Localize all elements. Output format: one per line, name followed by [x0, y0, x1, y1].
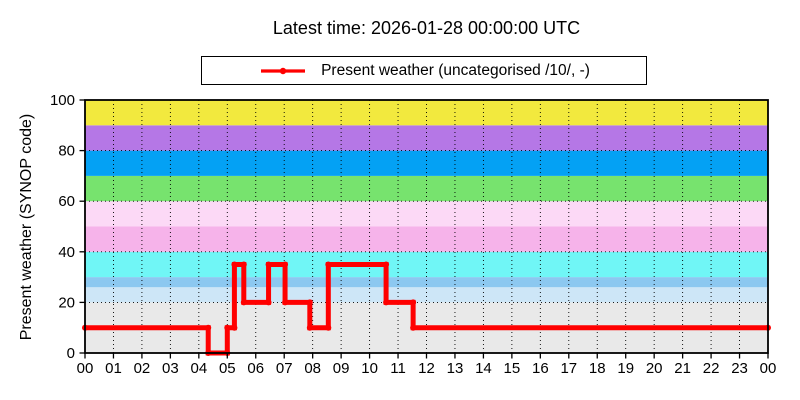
band-26-30 — [85, 277, 768, 288]
series-marker — [265, 261, 272, 268]
x-tick-label: 11 — [390, 360, 406, 377]
series-marker — [231, 324, 238, 331]
band-40-50 — [85, 226, 768, 252]
x-tick-label: 05 — [219, 360, 236, 377]
series-marker — [224, 324, 231, 331]
legend: Present weather (uncategorised /10/, -) — [201, 56, 647, 85]
legend-line-sample — [261, 67, 306, 74]
y-tick-label: 60 — [58, 193, 75, 210]
series-marker — [205, 324, 212, 331]
x-tick-label: 01 — [105, 360, 122, 377]
series-marker — [410, 324, 417, 331]
series-marker — [231, 261, 238, 268]
series-marker — [282, 299, 289, 306]
band-70-80 — [85, 150, 768, 176]
x-tick-label: 16 — [532, 360, 549, 377]
series-marker — [410, 299, 417, 306]
x-tick-label: 02 — [134, 360, 151, 377]
series-marker — [240, 299, 247, 306]
y-tick-label: 80 — [58, 143, 75, 160]
x-tick-label: 00 — [760, 360, 777, 377]
x-tick-label: 04 — [190, 360, 207, 377]
series-line — [85, 261, 768, 356]
x-tick-label: 19 — [617, 360, 634, 377]
x-tick-label: 17 — [560, 360, 577, 377]
x-tick-label: 20 — [646, 360, 663, 377]
x-tick-label: 18 — [589, 360, 606, 377]
band-50-60 — [85, 201, 768, 227]
x-tick-label: 08 — [304, 360, 321, 377]
y-tick-label: 40 — [58, 244, 75, 261]
series-marker — [265, 299, 272, 306]
series-marker — [240, 261, 247, 268]
y-tick-label: 20 — [58, 294, 75, 311]
x-tick-label: 10 — [361, 360, 378, 377]
x-tick-label: 00 — [77, 360, 94, 377]
band-80-90 — [85, 125, 768, 151]
x-tick-label: 13 — [447, 360, 464, 377]
series-marker — [383, 299, 390, 306]
legend-label: Present weather (uncategorised /10/, -) — [321, 61, 590, 79]
x-tick-label: 14 — [475, 360, 492, 377]
y-tick-label: 0 — [67, 345, 75, 362]
x-tick-label: 07 — [276, 360, 293, 377]
series-marker — [325, 324, 332, 331]
x-tick-label: 21 — [674, 360, 691, 377]
x-tick-label: 15 — [504, 360, 521, 377]
series-marker — [306, 299, 313, 306]
x-tick-label: 12 — [418, 360, 435, 377]
x-tick-label: 22 — [703, 360, 720, 377]
x-tick-label: 23 — [731, 360, 748, 377]
series-marker — [383, 261, 390, 268]
x-tick-label: 06 — [247, 360, 264, 377]
x-tick-label: 03 — [162, 360, 179, 377]
series-marker — [306, 324, 313, 331]
chart-title: Latest time: 2026-01-28 00:00:00 UTC — [272, 18, 581, 38]
x-tick-label: 09 — [333, 360, 350, 377]
legend-marker-icon — [279, 67, 287, 74]
series-marker — [325, 261, 332, 268]
band-20-26 — [85, 287, 768, 303]
series-marker — [282, 261, 289, 268]
y-tick-label: 100 — [50, 92, 75, 109]
